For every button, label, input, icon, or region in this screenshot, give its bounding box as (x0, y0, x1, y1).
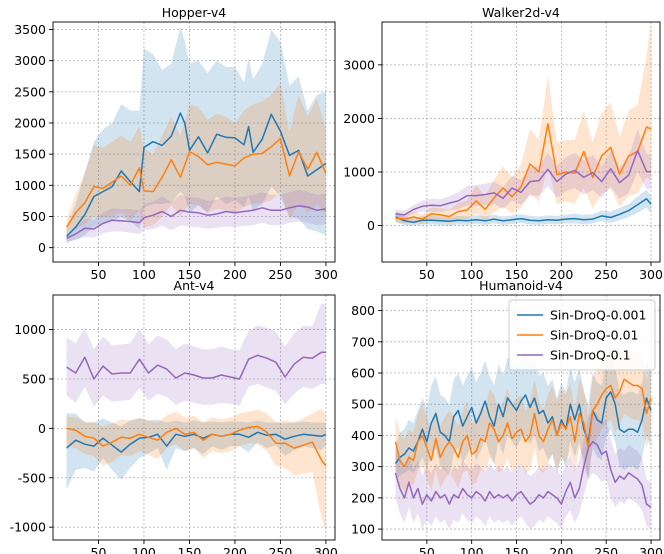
legend: Sin-DroQ-0.001 Sin-DroQ-0.01 Sin-DroQ-0.1 (508, 299, 656, 371)
band-blue (66, 413, 326, 490)
y-tick-label: 600 (351, 366, 375, 381)
line-purple (395, 149, 652, 216)
y-tick-label: 1000 (14, 178, 46, 193)
x-tick-label: 250 (268, 267, 292, 282)
line-purple (394, 440, 652, 508)
x-tick-label: 300 (639, 545, 663, 554)
y-tick-label: 2000 (343, 111, 375, 126)
chart-title: Humanoid-v4 (479, 278, 563, 293)
x-tick-label: 100 (460, 267, 484, 282)
y-tick-label: 3500 (14, 22, 46, 37)
band-purple (66, 302, 326, 407)
chart-title: Walker2d-v4 (482, 5, 560, 20)
band-orange (395, 22, 651, 224)
line-purple (66, 351, 326, 380)
axes-frame (381, 294, 661, 541)
chart-title: Hopper-v4 (162, 5, 227, 20)
x-tick-label: 100 (460, 545, 484, 554)
x-tick-label: 200 (549, 267, 573, 282)
x-tick-label: 50 (91, 267, 107, 282)
line-blue (66, 112, 327, 237)
y-tick-label: 100 (351, 522, 375, 537)
y-tick-label: 400 (351, 428, 375, 443)
band-purple (66, 189, 326, 243)
band-purple (395, 129, 651, 219)
y-tick-label: 500 (351, 397, 375, 412)
x-tick-label: 100 (132, 267, 156, 282)
legend-box (508, 299, 656, 371)
y-tick-label: 0 (367, 218, 375, 233)
y-tick-label: 0 (38, 421, 46, 436)
y-tick-label: 2000 (14, 115, 46, 130)
y-tick-label: 1500 (14, 147, 46, 162)
y-tick-label: 800 (351, 303, 375, 318)
line-purple (66, 205, 327, 239)
y-tick-label: 3000 (343, 57, 375, 72)
legend-label: Sin-DroQ-0.01 (550, 328, 639, 343)
x-tick-label: 200 (549, 545, 573, 554)
axes-frame (381, 21, 661, 263)
x-tick-label: 250 (268, 545, 292, 554)
band-blue (395, 354, 651, 480)
y-tick-label: -1000 (10, 520, 46, 535)
x-tick-label: 200 (223, 545, 247, 554)
y-tick-label: -500 (18, 470, 46, 485)
x-tick-label: 50 (419, 267, 435, 282)
y-tick-label: 500 (22, 209, 46, 224)
panel-4: 50 100 150 200 250 300 100 200 300 400 500 600 700 80… (351, 278, 663, 554)
line-blue (395, 198, 652, 224)
legend-label: Sin-DroQ-0.001 (550, 308, 646, 323)
x-tick-label: 50 (91, 545, 107, 554)
line-orange (66, 425, 327, 467)
line-orange (395, 123, 652, 220)
legend-label: Sin-DroQ-0.1 (550, 348, 631, 363)
band-orange (66, 82, 326, 236)
x-tick-label: 250 (594, 545, 618, 554)
panel-1: 50 100 150 200 250 30005001000150020002500300… (14, 5, 338, 282)
x-tick-label: 150 (178, 545, 202, 554)
y-tick-label: 700 (351, 334, 375, 349)
y-tick-label: 0 (38, 240, 46, 255)
x-tick-label: 200 (223, 267, 247, 282)
x-tick-label: 150 (505, 267, 529, 282)
axes-frame (52, 294, 336, 541)
x-tick-label: 150 (178, 267, 202, 282)
y-tick-label: 500 (22, 371, 46, 386)
line-blue (394, 391, 652, 464)
x-tick-label: 250 (594, 267, 618, 282)
x-tick-label: 150 (505, 545, 529, 554)
x-tick-label: 300 (314, 267, 338, 282)
y-tick-label: 2500 (14, 84, 46, 99)
band-blue (66, 26, 326, 243)
band-blue (395, 189, 651, 226)
chart-title: Ant-v4 (174, 278, 215, 293)
y-tick-label: 3000 (14, 53, 46, 68)
y-tick-label: 1000 (14, 322, 46, 337)
line-orange (65, 137, 327, 228)
panel-2: 50 100 150 200 250 3000100020003000Walker2d-v… (343, 5, 663, 282)
x-tick-label: 300 (639, 267, 663, 282)
panel-3: 50 100 150 200 250 300 -1000 -500 0 500 1000 Ant-v4 (10, 278, 338, 554)
y-tick-label: 200 (351, 490, 375, 505)
line-orange (394, 378, 652, 468)
y-tick-label: 1000 (343, 165, 375, 180)
x-tick-label: 50 (419, 545, 435, 554)
axes-frame (52, 21, 336, 263)
y-tick-label: 300 (351, 459, 375, 474)
x-tick-label: 100 (132, 545, 156, 554)
band-orange (66, 408, 326, 533)
x-tick-label: 300 (314, 545, 338, 554)
